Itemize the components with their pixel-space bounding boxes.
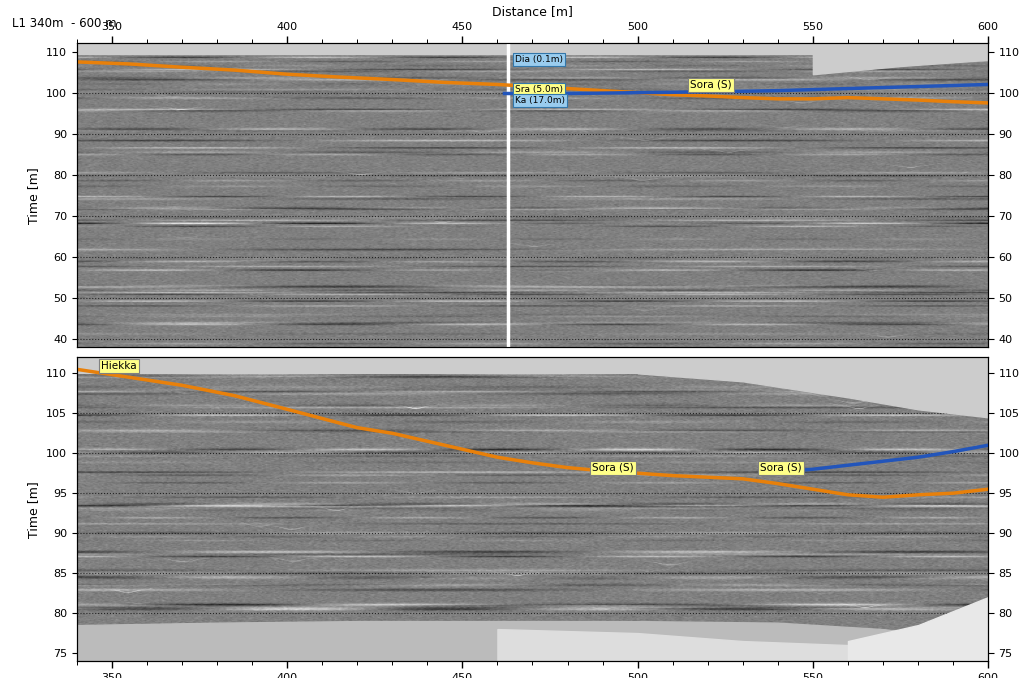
Text: Sora (S): Sora (S): [592, 463, 634, 473]
Text: Sora (S): Sora (S): [760, 463, 802, 473]
Text: Sora (S): Sora (S): [690, 80, 732, 89]
Y-axis label: Time [m]: Time [m]: [28, 481, 41, 538]
Y-axis label: Time [m]: Time [m]: [28, 167, 41, 224]
Text: L1 340m  - 600 m: L1 340m - 600 m: [12, 17, 117, 30]
Text: Sra (5.0m): Sra (5.0m): [515, 85, 563, 94]
X-axis label: Distance [m]: Distance [m]: [493, 5, 572, 18]
Text: Hiekka: Hiekka: [101, 361, 137, 372]
Text: Ka (17.0m): Ka (17.0m): [515, 96, 565, 105]
Text: Dia (0.1m): Dia (0.1m): [515, 55, 563, 64]
